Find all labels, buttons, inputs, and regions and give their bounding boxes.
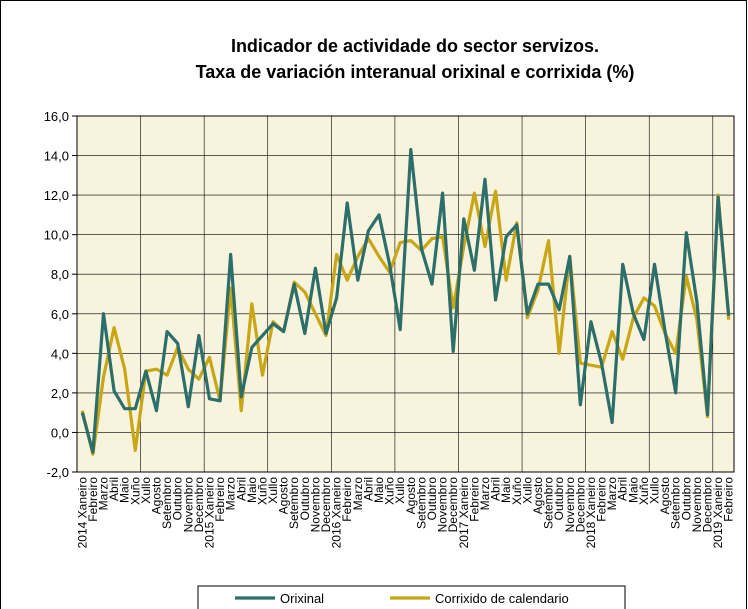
x-tick-label: Xuño (128, 477, 142, 505)
x-tick-label: Outubro (298, 477, 312, 521)
x-tick-label: Outubro (425, 477, 439, 521)
x-tick-label: Febreiro (722, 477, 736, 522)
x-tick-label: Febreiro (86, 477, 100, 522)
x-tick-label: 2016 Xaneiro (330, 477, 344, 549)
y-tick-label: 8,0 (51, 267, 69, 282)
x-tick-label: Maio (118, 477, 132, 503)
x-tick-label: Maio (245, 477, 259, 503)
x-tick-label: Setembro (669, 477, 683, 529)
chart-title: Indicador de actividade do sector serviz… (231, 36, 599, 56)
x-tick-label: Maio (626, 477, 640, 503)
x-tick-label: Xuño (637, 477, 651, 505)
x-tick-label: Agosto (404, 477, 418, 515)
x-tick-label: Febreiro (340, 477, 354, 522)
x-tick-label: Xuño (383, 477, 397, 505)
x-tick-label: Novembro (563, 477, 577, 533)
x-tick-label: 2015 Xaneiro (202, 477, 216, 549)
legend-label: Corrixido de calendario (435, 591, 569, 606)
x-tick-label: 2018 Xaneiro (584, 477, 598, 549)
x-tick-label: Agosto (149, 477, 163, 515)
x-tick-label: Xullo (648, 477, 662, 504)
y-tick-label: 14,0 (44, 149, 69, 164)
y-tick-label: 6,0 (51, 307, 69, 322)
x-tick-label: Decembro (319, 477, 333, 533)
x-tick-label: Marzo (605, 477, 619, 511)
x-tick-label: Outubro (171, 477, 185, 521)
x-tick-label: Abril (107, 477, 121, 501)
x-tick-label: 2019 Xaneiro (711, 477, 725, 549)
x-tick-label: 2014 Xaneiro (75, 477, 89, 549)
x-tick-label: Decembro (446, 477, 460, 533)
x-tick-label: Agosto (277, 477, 291, 515)
x-tick-label: Abril (489, 477, 503, 501)
x-tick-label: Decembro (701, 477, 715, 533)
x-tick-label: Agosto (531, 477, 545, 515)
y-tick-label: 12,0 (44, 188, 69, 203)
y-tick-label: 4,0 (51, 346, 69, 361)
x-tick-label: Marzo (96, 477, 110, 511)
y-tick-label: 16,0 (44, 109, 69, 124)
x-tick-label: Agosto (658, 477, 672, 515)
x-tick-label: Marzo (224, 477, 238, 511)
x-tick-label: Novembro (181, 477, 195, 533)
x-tick-label: Setembro (287, 477, 301, 529)
x-tick-label: Decembro (573, 477, 587, 533)
x-tick-label: Xullo (139, 477, 153, 504)
series-line (80, 148, 731, 454)
x-tick-label: Xuño (255, 477, 269, 505)
chart-title: Taxa de variación interanual orixinal e … (196, 62, 635, 82)
x-tick-label: Marzo (478, 477, 492, 511)
x-tick-label: Novembro (436, 477, 450, 533)
x-tick-label: Xullo (393, 477, 407, 504)
x-tick-label: Setembro (542, 477, 556, 529)
x-tick-label: Abril (616, 477, 630, 501)
x-tick-label: Decembro (192, 477, 206, 533)
x-tick-label: 2017 Xaneiro (457, 477, 471, 549)
legend-label: Orixinal (280, 591, 324, 606)
y-tick-label: 0,0 (51, 425, 69, 440)
plot-area (76, 115, 735, 473)
x-tick-label: Novembro (690, 477, 704, 533)
x-tick-label: Novembro (308, 477, 322, 533)
x-tick-label: Xullo (266, 477, 280, 504)
x-tick-label: Setembro (414, 477, 428, 529)
y-tick-label: -2,0 (47, 465, 69, 480)
x-tick-label: Maio (372, 477, 386, 503)
x-tick-label: Febreiro (213, 477, 227, 522)
y-tick-label: 10,0 (44, 228, 69, 243)
x-tick-label: Maio (499, 477, 513, 503)
x-tick-label: Marzo (351, 477, 365, 511)
y-tick-label: 2,0 (51, 386, 69, 401)
x-tick-label: Xuño (510, 477, 524, 505)
x-tick-label: Abril (361, 477, 375, 501)
x-tick-label: Abril (234, 477, 248, 501)
x-tick-label: Febreiro (467, 477, 481, 522)
x-tick-label: Outubro (552, 477, 566, 521)
x-tick-label: Setembro (160, 477, 174, 529)
x-tick-label: Xullo (520, 477, 534, 504)
x-tick-label: Outubro (679, 477, 693, 521)
x-tick-label: Febreiro (595, 477, 609, 522)
